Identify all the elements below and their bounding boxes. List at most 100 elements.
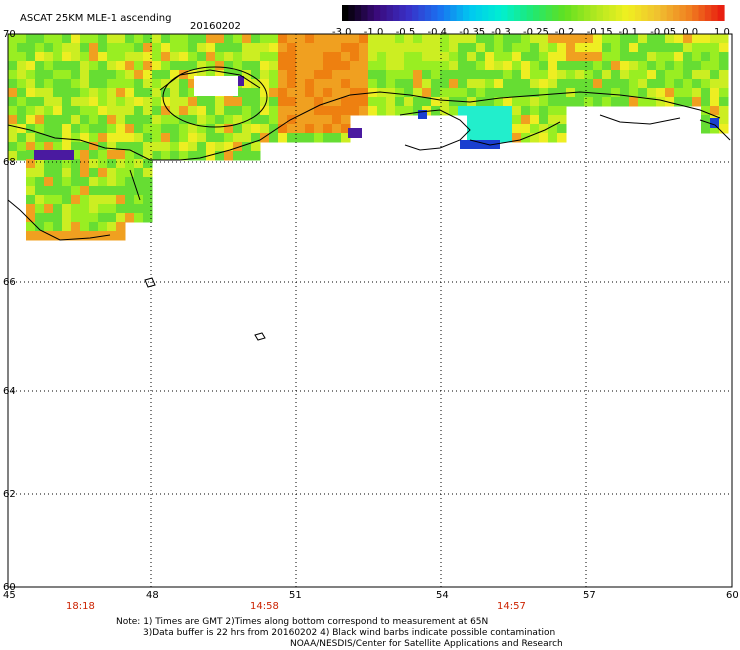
data-pixel [350, 70, 360, 80]
data-pixel [665, 34, 675, 44]
data-pixel [404, 34, 414, 44]
data-pixel [8, 43, 18, 53]
data-pixel [224, 106, 234, 116]
data-pixel [476, 88, 486, 98]
data-pixel [566, 97, 576, 107]
data-pixel [377, 88, 387, 98]
data-pixel [593, 88, 603, 98]
data-pixel [485, 115, 495, 125]
data-pixel [584, 79, 594, 89]
data-pixel [350, 79, 360, 89]
data-pixel [548, 115, 558, 125]
data-pixel [233, 106, 243, 116]
data-pixel [116, 213, 126, 223]
data-pixel [287, 43, 297, 53]
data-pixel [539, 97, 549, 107]
data-pixel [683, 79, 693, 89]
data-pixel [350, 97, 360, 107]
data-pixel [53, 115, 63, 125]
data-pixel [35, 97, 45, 107]
data-pixel [593, 61, 603, 71]
data-pixel [683, 34, 693, 44]
data-pixel [107, 70, 117, 80]
data-pixel [467, 79, 477, 89]
data-pixel [188, 124, 198, 134]
data-pixel [170, 106, 180, 116]
data-pixel [89, 168, 99, 178]
colorbar-swatch [564, 5, 572, 21]
data-pixel [26, 222, 36, 232]
data-pixel [458, 43, 468, 53]
data-pixel [638, 97, 648, 107]
data-pixel [143, 150, 153, 160]
data-pixel [485, 34, 495, 44]
data-pixel [674, 97, 684, 107]
colorbar-swatch [526, 5, 534, 21]
colorbar-swatch [412, 5, 419, 21]
data-pixel [161, 52, 171, 62]
data-pixel [107, 43, 117, 53]
data-pixel [206, 106, 216, 116]
data-pixel [665, 43, 675, 53]
data-pixel [62, 88, 72, 98]
data-pixel [521, 52, 531, 62]
data-pixel [116, 61, 126, 71]
data-pixel [188, 79, 198, 89]
data-pixel [539, 133, 549, 143]
data-pixel [269, 34, 279, 44]
data-pixel [179, 79, 189, 89]
data-pixel [269, 52, 279, 62]
data-pixel [170, 88, 180, 98]
data-pixel [674, 70, 684, 80]
data-pixel [206, 34, 216, 44]
data-pixel [224, 115, 234, 125]
data-pixel [17, 34, 27, 44]
data-pixel [566, 70, 576, 80]
data-pixel [548, 97, 558, 107]
data-pixel [620, 52, 630, 62]
data-pixel [194, 76, 238, 96]
data-pixel [89, 159, 99, 169]
data-pixel [548, 52, 558, 62]
data-pixel [476, 34, 486, 44]
data-pixel [440, 70, 450, 80]
data-pixel [8, 70, 18, 80]
data-pixel [62, 195, 72, 205]
data-pixel [692, 79, 702, 89]
data-pixel [134, 97, 144, 107]
data-pixel [224, 142, 234, 152]
data-pixel [422, 79, 432, 89]
data-pixel [215, 151, 225, 161]
data-pixel [494, 79, 504, 89]
data-pixel [35, 70, 45, 80]
data-pixel [692, 61, 702, 71]
data-pixel [26, 97, 36, 107]
colorbar-swatch [571, 5, 579, 21]
data-pixel [305, 34, 315, 44]
data-pixel [71, 52, 81, 62]
data-pixel [134, 79, 144, 89]
time-label-2: 14:58 [250, 601, 279, 612]
data-pixel [593, 79, 603, 89]
data-pixel [602, 88, 612, 98]
map-title: ASCAT 25KM MLE-1 ascending [20, 13, 171, 24]
data-pixel [89, 70, 99, 80]
colorbar-labels: -3.0 -1.0 -0.5 -0.4 -0.35 -0.3 -0.25 -0.2 -0.15-… [332, 27, 730, 38]
data-pixel [449, 52, 459, 62]
colorbar-swatch [577, 5, 585, 21]
data-pixel [89, 97, 99, 107]
data-pixel [44, 204, 54, 214]
data-pixel [53, 231, 63, 241]
data-pixel [449, 79, 459, 89]
data-pixel [152, 61, 162, 71]
data-pixel [503, 115, 513, 125]
data-pixel [107, 79, 117, 89]
data-pixel [647, 88, 657, 98]
colorbar-swatch [685, 5, 693, 21]
data-pixel [98, 213, 108, 223]
data-pixel [287, 88, 297, 98]
data-pixel [458, 88, 468, 98]
colorbar-swatch [513, 5, 521, 21]
data-pixel [503, 70, 513, 80]
data-pixel [332, 70, 342, 80]
